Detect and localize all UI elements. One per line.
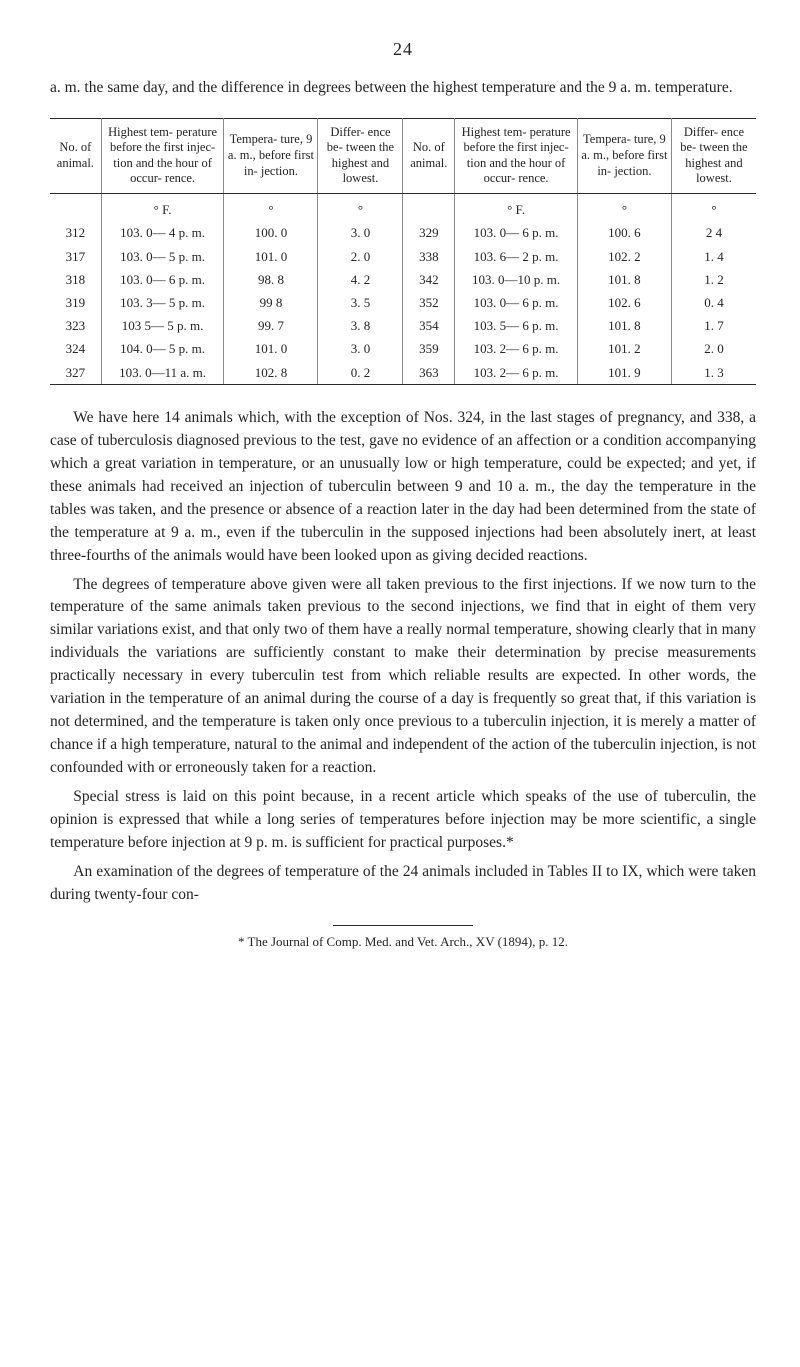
table-cell: 323 — [50, 314, 101, 337]
table-cell: 354 — [403, 314, 455, 337]
table-cell: 101. 8 — [577, 268, 671, 291]
table-row: 323103 5— 5 p. m.99. 73. 8354103. 5— 6 p… — [50, 314, 756, 337]
table-cell: 103. 6— 2 p. m. — [455, 245, 578, 268]
table-cell: 103. 0—11 a. m. — [101, 361, 224, 385]
table-row: 312103. 0— 4 p. m.100. 03. 0329103. 0— 6… — [50, 221, 756, 244]
col-header: Tempera- ture, 9 a. m., before first in-… — [224, 118, 318, 194]
table-cell: 1. 7 — [671, 314, 756, 337]
table-cell: 103. 0— 5 p. m. — [101, 245, 224, 268]
table-cell: 324 — [50, 337, 101, 360]
table-cell: 103. 5— 6 p. m. — [455, 314, 578, 337]
deg-circle: ° — [577, 194, 671, 222]
table-cell: 338 — [403, 245, 455, 268]
table-header-row: No. of animal. Highest tem- perature bef… — [50, 118, 756, 194]
col-header: No. of animal. — [403, 118, 455, 194]
table-cell: 2. 0 — [318, 245, 403, 268]
col-header: No. of animal. — [50, 118, 101, 194]
table-cell: 3. 0 — [318, 221, 403, 244]
table-row: 324104. 0— 5 p. m.101. 03. 0359103. 2— 6… — [50, 337, 756, 360]
table-cell: 101. 9 — [577, 361, 671, 385]
table-cell: 359 — [403, 337, 455, 360]
table-cell: 103. 0— 6 p. m. — [455, 291, 578, 314]
table-cell: 103. 2— 6 p. m. — [455, 361, 578, 385]
table-cell: 102. 2 — [577, 245, 671, 268]
table-cell: 318 — [50, 268, 101, 291]
page-number: 24 — [50, 36, 756, 63]
table-cell: 2. 0 — [671, 337, 756, 360]
table-cell: 103. 3— 5 p. m. — [101, 291, 224, 314]
table-cell: 104. 0— 5 p. m. — [101, 337, 224, 360]
deg-circle: ° — [224, 194, 318, 222]
table-cell: 363 — [403, 361, 455, 385]
table-cell: 0. 2 — [318, 361, 403, 385]
table-cell: 98. 8 — [224, 268, 318, 291]
deg-circle: ° — [671, 194, 756, 222]
table-cell: 103. 0—10 p. m. — [455, 268, 578, 291]
table-cell: 329 — [403, 221, 455, 244]
col-header: Tempera- ture, 9 a. m., before first in-… — [577, 118, 671, 194]
table-cell: 327 — [50, 361, 101, 385]
table-cell: 342 — [403, 268, 455, 291]
table-cell: 103. 0— 6 p. m. — [101, 268, 224, 291]
deg-f-right: ° F. — [455, 194, 578, 222]
temperature-table: No. of animal. Highest tem- perature bef… — [50, 118, 756, 385]
table-cell: 1. 2 — [671, 268, 756, 291]
col-header: Differ- ence be- tween the highest and l… — [671, 118, 756, 194]
table-cell: 99 8 — [224, 291, 318, 314]
table-cell: 319 — [50, 291, 101, 314]
deg-circle: ° — [318, 194, 403, 222]
footnote: * The Journal of Comp. Med. and Vet. Arc… — [50, 932, 756, 951]
table-cell: 352 — [403, 291, 455, 314]
table-cell: 101. 2 — [577, 337, 671, 360]
table-cell: 2 4 — [671, 221, 756, 244]
section-intro: a. m. the same day, and the difference i… — [50, 77, 756, 100]
table-row: 318103. 0— 6 p. m.98. 84. 2342103. 0—10 … — [50, 268, 756, 291]
table-cell: 3. 5 — [318, 291, 403, 314]
table-cell: 4. 2 — [318, 268, 403, 291]
table-cell: 103. 2— 6 p. m. — [455, 337, 578, 360]
table-row: 319103. 3— 5 p. m.99 83. 5352103. 0— 6 p… — [50, 291, 756, 314]
footnote-rule — [333, 925, 473, 926]
table-cell: 103 5— 5 p. m. — [101, 314, 224, 337]
table-cell: 3. 0 — [318, 337, 403, 360]
deg-f-left: ° F. — [101, 194, 224, 222]
table-cell: 101. 0 — [224, 337, 318, 360]
table-row: 317103. 0— 5 p. m.101. 02. 0338103. 6— 2… — [50, 245, 756, 268]
col-header: Differ- ence be- tween the highest and l… — [318, 118, 403, 194]
table-cell: 102. 8 — [224, 361, 318, 385]
body-paragraph: Special stress is laid on this point bec… — [50, 786, 756, 855]
table-cell: 99. 7 — [224, 314, 318, 337]
body-paragraph: An examination of the degrees of tempera… — [50, 861, 756, 907]
table-cell: 100. 6 — [577, 221, 671, 244]
table-cell: 103. 0— 6 p. m. — [455, 221, 578, 244]
table-cell: 3. 8 — [318, 314, 403, 337]
table-cell: 317 — [50, 245, 101, 268]
table-cell: 101. 8 — [577, 314, 671, 337]
table-cell: 1. 4 — [671, 245, 756, 268]
degree-row: ° F. ° ° ° F. ° ° — [50, 194, 756, 222]
col-header: Highest tem- perature before the first i… — [101, 118, 224, 194]
table-cell: 100. 0 — [224, 221, 318, 244]
table-cell: 0. 4 — [671, 291, 756, 314]
table-cell: 103. 0— 4 p. m. — [101, 221, 224, 244]
body-paragraph: We have here 14 animals which, with the … — [50, 407, 756, 568]
col-header: Highest tem- perature before the first i… — [455, 118, 578, 194]
table-cell: 102. 6 — [577, 291, 671, 314]
table-cell: 101. 0 — [224, 245, 318, 268]
table-cell: 312 — [50, 221, 101, 244]
table-cell: 1. 3 — [671, 361, 756, 385]
table-row: 327103. 0—11 a. m.102. 80. 2363103. 2— 6… — [50, 361, 756, 385]
body-paragraph: The degrees of temperature above given w… — [50, 574, 756, 780]
